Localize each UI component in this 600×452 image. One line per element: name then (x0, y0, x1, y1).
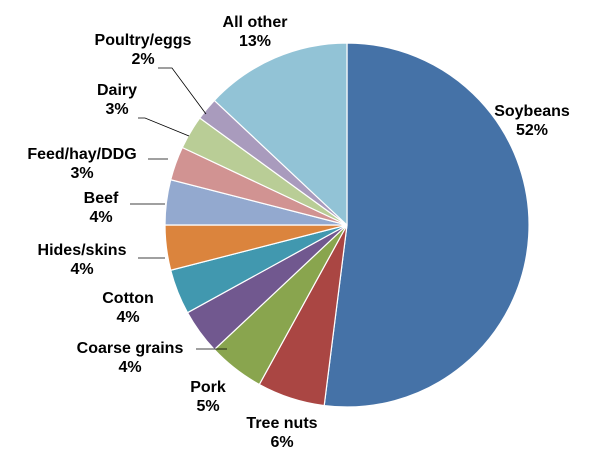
slice-label-beef: Beef (84, 190, 119, 207)
slice-labels: Soybeans 52% Tree nuts 6% Pork 5% Coarse grain… (27, 14, 570, 451)
slice-soybeans (323, 42, 530, 408)
slice-label-feed-hay-ddg: Feed/hay/DDG (27, 146, 136, 163)
slice-label-tree-nuts: Tree nuts (246, 415, 317, 432)
slice-value-beef: 4% (89, 209, 112, 226)
slice-all-other (213, 42, 348, 227)
leader-line-dairy (138, 117, 190, 137)
slice-label-poultry-eggs: Poultry/eggs (95, 32, 192, 49)
slice-value-all-other: 13% (239, 33, 271, 50)
slice-value-tree-nuts: 6% (270, 434, 293, 451)
slice-label-soybeans: Soybeans (494, 103, 570, 120)
slice-value-pork: 5% (196, 398, 219, 415)
slice-label-cotton: Cotton (102, 290, 154, 307)
pie-slices (164, 42, 530, 408)
slice-label-dairy: Dairy (97, 82, 137, 99)
slice-label-hides-skins: Hides/skins (38, 242, 127, 259)
slice-value-dairy: 3% (105, 101, 128, 118)
slice-label-pork: Pork (190, 379, 226, 396)
slice-value-coarse-grains: 4% (118, 359, 141, 376)
leader-lines (130, 67, 227, 350)
leader-line-poultry-eggs (158, 67, 207, 115)
slice-value-poultry-eggs: 2% (131, 51, 154, 68)
slice-value-hides-skins: 4% (70, 261, 93, 278)
slice-label-all-other: All other (223, 14, 288, 31)
slice-label-coarse-grains: Coarse grains (77, 340, 184, 357)
slice-value-feed-hay-ddg: 3% (70, 165, 93, 182)
slice-value-cotton: 4% (116, 309, 139, 326)
slice-value-soybeans: 52% (516, 122, 548, 139)
